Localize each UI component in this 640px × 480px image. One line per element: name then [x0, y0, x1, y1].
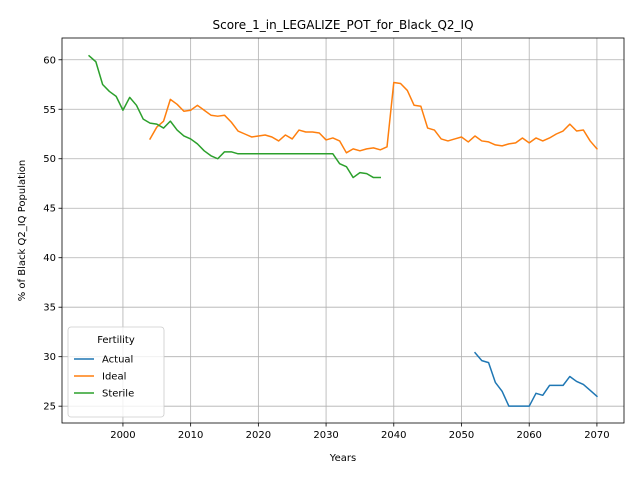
x-tick-label: 2050 — [449, 430, 474, 441]
x-tick-label: 2070 — [584, 430, 609, 441]
x-tick-label: 2000 — [110, 430, 135, 441]
x-tick-label: 2020 — [246, 430, 271, 441]
legend: Fertility Actual Ideal Sterile — [67, 326, 165, 418]
legend-label-actual: Actual — [102, 355, 133, 366]
series-line-ideal — [148, 81, 598, 154]
y-tick-label: 55 — [43, 105, 56, 116]
y-tick-label: 30 — [43, 352, 56, 363]
legend-entries: Actual Ideal Sterile — [74, 355, 134, 400]
y-tick-label: 25 — [43, 402, 56, 413]
x-tick-label: 2060 — [516, 430, 541, 441]
x-axis-title: Years — [329, 453, 356, 464]
y-tick-label: 50 — [43, 154, 56, 165]
x-tick-label: 2040 — [381, 430, 406, 441]
y-tick-label: 40 — [43, 253, 56, 264]
y-tick-label: 35 — [43, 303, 56, 314]
series-line-sterile — [88, 54, 381, 179]
legend-title: Fertility — [97, 335, 135, 346]
chart-title: Score_1_in_LEGALIZE_POT_for_Black_Q2_IQ — [212, 18, 473, 32]
y-tick-label: 60 — [43, 55, 56, 66]
plot-area-frame — [61, 37, 625, 424]
legend-label-ideal: Ideal — [102, 372, 126, 383]
y-tick-label: 45 — [43, 204, 56, 215]
series-lines — [88, 54, 598, 407]
x-tick-label: 2010 — [178, 430, 203, 441]
legend-box — [67, 326, 165, 418]
x-tick-label: 2030 — [313, 430, 338, 441]
legend-label-sterile: Sterile — [102, 389, 134, 400]
y-axis-title: % of Black Q2_IQ Population — [17, 160, 28, 302]
axis-ticks: 2000 2010 2020 2030 2040 2050 2060 2070 25 30 35 40… — [43, 55, 609, 441]
series-line-actual — [473, 351, 598, 407]
